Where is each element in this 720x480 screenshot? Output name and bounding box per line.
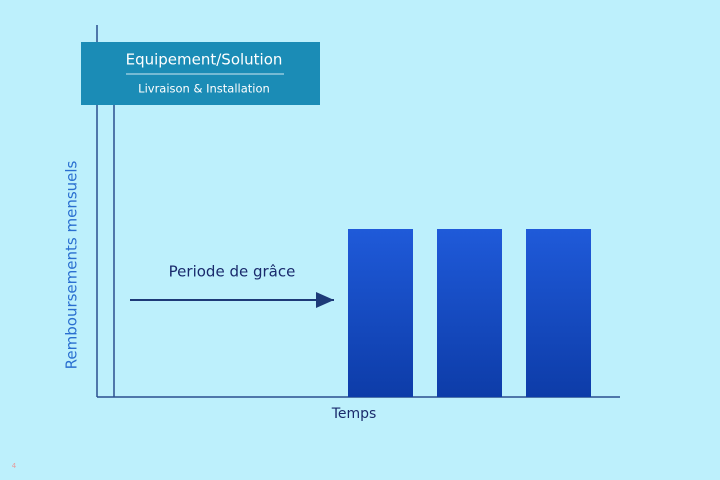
box-subtitle: Livraison & Installation [138, 82, 270, 96]
box-title: Equipement/Solution [126, 51, 283, 69]
payment-bar [526, 229, 591, 397]
x-axis-label: Temps [331, 406, 377, 422]
page-number: 4 [12, 462, 17, 470]
y-axis-label: Remboursements mensuels [63, 160, 81, 369]
payment-bar [348, 229, 413, 397]
arrow-label: Periode de grâce [169, 263, 296, 281]
payment-bar [437, 229, 502, 397]
